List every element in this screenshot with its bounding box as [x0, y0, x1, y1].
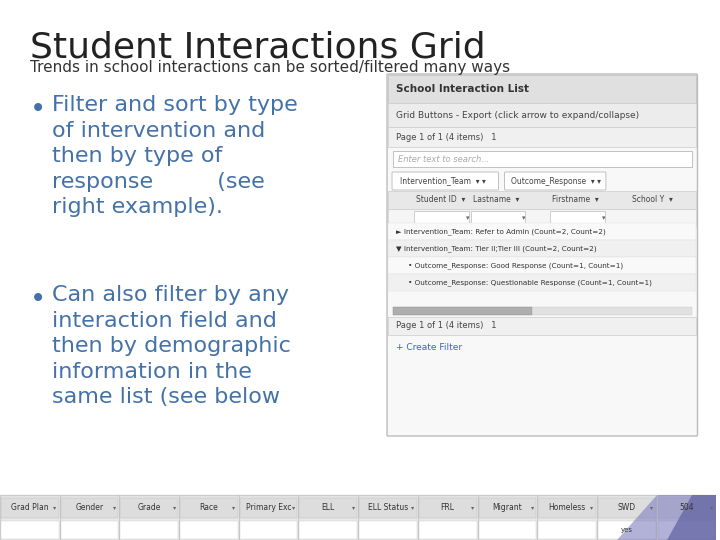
Bar: [1, 498, 59, 518]
Text: Grade: Grade: [138, 503, 161, 512]
Text: Grid Buttons - Export (click arrow to expand/collapse): Grid Buttons - Export (click arrow to ex…: [396, 111, 639, 119]
Bar: [240, 521, 297, 539]
Text: ▾: ▾: [471, 505, 474, 510]
Text: Firstname  ▾: Firstname ▾: [552, 195, 599, 205]
Text: Primary Exc: Primary Exc: [246, 503, 292, 512]
Text: Page 1 of 1 (4 items)   1: Page 1 of 1 (4 items) 1: [396, 321, 497, 330]
Bar: [388, 257, 696, 274]
Bar: [539, 521, 596, 539]
Text: ▾: ▾: [650, 505, 653, 510]
Text: ▾: ▾: [292, 505, 295, 510]
Bar: [359, 498, 417, 518]
Text: ELL Status: ELL Status: [368, 503, 408, 512]
Text: Student ID  ▾: Student ID ▾: [416, 195, 465, 205]
Text: yes: yes: [621, 527, 633, 533]
Bar: [60, 521, 118, 539]
Text: ▾: ▾: [590, 505, 593, 510]
Text: ▾: ▾: [233, 505, 235, 510]
Text: ▾: ▾: [53, 505, 56, 510]
Bar: [388, 240, 696, 257]
Bar: [419, 521, 477, 539]
Polygon shape: [617, 495, 716, 540]
Bar: [300, 498, 357, 518]
Text: Lastname  ▾: Lastname ▾: [472, 195, 519, 205]
Bar: [388, 191, 696, 209]
Text: FRL: FRL: [441, 503, 455, 512]
Text: Trends in school interactions can be sorted/filtered many ways: Trends in school interactions can be sor…: [30, 60, 510, 75]
Text: School Y  ▾: School Y ▾: [632, 195, 672, 205]
Text: ► Intervention_Team: Refer to Admin (Count=2, Count=2): ► Intervention_Team: Refer to Admin (Cou…: [396, 228, 606, 235]
Text: ▾: ▾: [351, 505, 355, 510]
Text: ▾: ▾: [531, 505, 534, 510]
Bar: [393, 151, 691, 167]
Bar: [359, 521, 417, 539]
Bar: [414, 211, 469, 226]
Bar: [60, 498, 118, 518]
FancyBboxPatch shape: [387, 74, 698, 436]
Text: Page 1 of 1 (4 items)   1: Page 1 of 1 (4 items) 1: [396, 132, 497, 141]
Text: • Outcome_Response: Good Response (Count=1, Count=1): • Outcome_Response: Good Response (Count…: [408, 262, 623, 269]
Bar: [388, 103, 696, 127]
Text: • Outcome_Response: Questionable Response (Count=1, Count=1): • Outcome_Response: Questionable Respons…: [408, 279, 652, 286]
Bar: [598, 498, 656, 518]
Bar: [388, 317, 696, 335]
Text: ▾: ▾: [411, 505, 415, 510]
Text: Race: Race: [199, 503, 218, 512]
Text: Enter text to search...: Enter text to search...: [398, 154, 489, 164]
Text: SWD: SWD: [618, 503, 636, 512]
Polygon shape: [667, 495, 716, 540]
Text: Gender: Gender: [76, 503, 104, 512]
Bar: [120, 498, 178, 518]
Bar: [550, 211, 605, 226]
Bar: [388, 209, 696, 227]
Bar: [0, 495, 716, 540]
Text: ▼ Intervention_Team: Tier II;Tier III (Count=2, Count=2): ▼ Intervention_Team: Tier II;Tier III (C…: [396, 245, 597, 252]
Text: ELL: ELL: [322, 503, 335, 512]
Text: ▾: ▾: [466, 215, 469, 221]
FancyBboxPatch shape: [392, 172, 498, 190]
Bar: [180, 521, 238, 539]
Text: ▾: ▾: [113, 505, 116, 510]
Text: Homeless: Homeless: [549, 503, 586, 512]
Bar: [388, 127, 696, 147]
Bar: [1, 521, 59, 539]
Bar: [120, 521, 178, 539]
Text: 504: 504: [679, 503, 694, 512]
Bar: [388, 274, 696, 291]
Bar: [393, 307, 691, 315]
Text: Grad Plan: Grad Plan: [11, 503, 49, 512]
Bar: [657, 498, 716, 518]
Bar: [388, 75, 696, 103]
Bar: [300, 521, 357, 539]
Bar: [479, 521, 536, 539]
Text: •: •: [30, 95, 46, 123]
Bar: [471, 211, 526, 226]
Text: ▾: ▾: [173, 505, 176, 510]
Bar: [657, 521, 716, 539]
Text: Filter and sort by type
of intervention and
then by type of
response         (se: Filter and sort by type of intervention …: [52, 95, 297, 218]
Text: Student Interactions Grid: Student Interactions Grid: [30, 30, 485, 64]
Bar: [393, 307, 532, 315]
Bar: [479, 498, 536, 518]
Bar: [240, 498, 297, 518]
Text: Can also filter by any
interaction field and
then by demographic
information in : Can also filter by any interaction field…: [52, 285, 291, 407]
Text: Outcome_Response  ▾ ▾: Outcome_Response ▾ ▾: [511, 177, 601, 186]
Text: ▾: ▾: [522, 215, 526, 221]
Text: ▾: ▾: [710, 505, 713, 510]
Text: School Interaction List: School Interaction List: [396, 84, 529, 94]
Text: Migrant: Migrant: [492, 503, 522, 512]
Bar: [598, 521, 656, 539]
Text: •: •: [30, 285, 46, 313]
FancyBboxPatch shape: [505, 172, 606, 190]
Bar: [180, 498, 238, 518]
Bar: [539, 498, 596, 518]
Bar: [388, 223, 696, 240]
Bar: [419, 498, 477, 518]
Text: + Create Filter: + Create Filter: [396, 342, 462, 352]
Text: Intervention_Team  ▾ ▾: Intervention_Team ▾ ▾: [400, 177, 486, 186]
Text: ▾: ▾: [602, 215, 606, 221]
